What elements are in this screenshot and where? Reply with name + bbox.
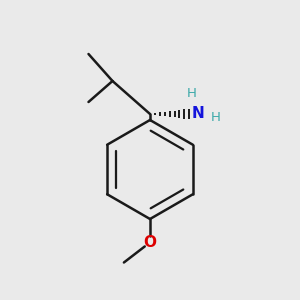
Text: O: O xyxy=(143,235,157,250)
Text: H: H xyxy=(187,86,196,100)
Text: H: H xyxy=(211,111,220,124)
Text: N: N xyxy=(192,106,204,122)
